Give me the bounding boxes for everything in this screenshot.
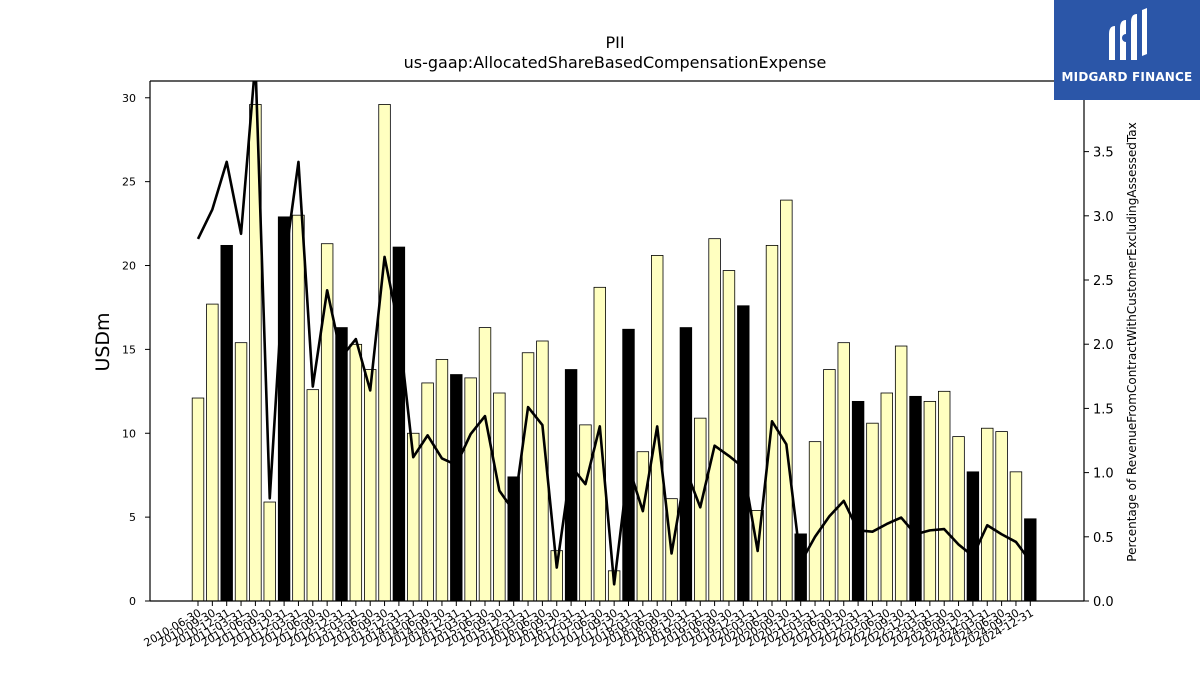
bar (320, 243, 334, 601)
bar (751, 510, 764, 601)
bar (263, 501, 276, 601)
bar (794, 533, 807, 601)
plot-area (191, 81, 1037, 601)
bar (679, 327, 693, 601)
bar (507, 476, 520, 601)
bar (708, 238, 721, 601)
brand-logo: MIDGARD FINANCE (1054, 0, 1200, 100)
bar (421, 382, 434, 601)
bar (722, 270, 736, 601)
bar (938, 390, 951, 601)
y2-tick-label: 0.0 (1093, 595, 1114, 610)
y-tick-label: 0 (129, 595, 136, 608)
bar (808, 441, 822, 601)
bar (851, 400, 865, 601)
bar (966, 471, 980, 601)
bar (952, 436, 965, 601)
bar (191, 397, 205, 601)
y-tick-label: 30 (122, 92, 136, 105)
bars (191, 104, 1037, 601)
bar (407, 432, 420, 601)
y-tick-label: 25 (122, 176, 136, 189)
bar (636, 451, 650, 601)
y-tick-label: 5 (129, 511, 136, 524)
bar (593, 286, 607, 601)
bar (564, 369, 578, 601)
axes: 0510152025300.00.51.01.52.02.53.03.52010… (122, 80, 1114, 650)
y-tick-label: 20 (122, 260, 136, 273)
bar (995, 431, 1008, 601)
bar (450, 374, 463, 601)
bar (894, 345, 908, 601)
bar (206, 303, 219, 601)
y2-tick-label: 1.0 (1093, 467, 1114, 482)
bar (363, 369, 377, 601)
y-axis-label: USDm (92, 312, 114, 371)
y2-tick-label: 3.0 (1093, 210, 1114, 225)
chart-subtitle: us-gaap:AllocatedShareBasedCompensationE… (404, 53, 827, 72)
bar (866, 422, 879, 601)
bar (880, 392, 894, 601)
bar (378, 104, 391, 601)
series-line (196, 81, 1032, 586)
bar (923, 400, 937, 601)
bar (823, 369, 836, 601)
bar (277, 216, 291, 601)
bar (435, 359, 449, 601)
y2-tick-label: 1.5 (1093, 402, 1114, 417)
bar (780, 199, 793, 601)
line-series (196, 81, 1032, 586)
midgard-logo-icon (1109, 8, 1147, 60)
bar (521, 352, 535, 601)
bar (335, 327, 348, 601)
bar (909, 395, 922, 601)
y2-axis-label: Percentage of RevenueFromContractWithCus… (1125, 122, 1139, 561)
bar (1009, 471, 1023, 601)
bar (737, 305, 750, 601)
y2-tick-label: 2.0 (1093, 338, 1114, 353)
bar (220, 244, 233, 601)
y-tick-label: 10 (122, 427, 136, 440)
chart-title: PII (605, 33, 624, 52)
y2-tick-label: 2.5 (1093, 274, 1114, 289)
bar (292, 214, 305, 601)
y2-tick-label: 0.5 (1093, 531, 1114, 546)
y2-tick-label: 3.5 (1093, 146, 1114, 161)
bar (349, 343, 363, 601)
bar (694, 417, 707, 601)
logo-text: MIDGARD FINANCE (1061, 70, 1193, 84)
bar (464, 377, 477, 601)
bar (837, 342, 850, 601)
bar (306, 389, 320, 601)
bar (478, 327, 492, 601)
bar (234, 342, 248, 601)
bar (579, 424, 592, 601)
bar (981, 427, 994, 601)
y-tick-label: 15 (122, 343, 136, 356)
bar (392, 246, 406, 601)
